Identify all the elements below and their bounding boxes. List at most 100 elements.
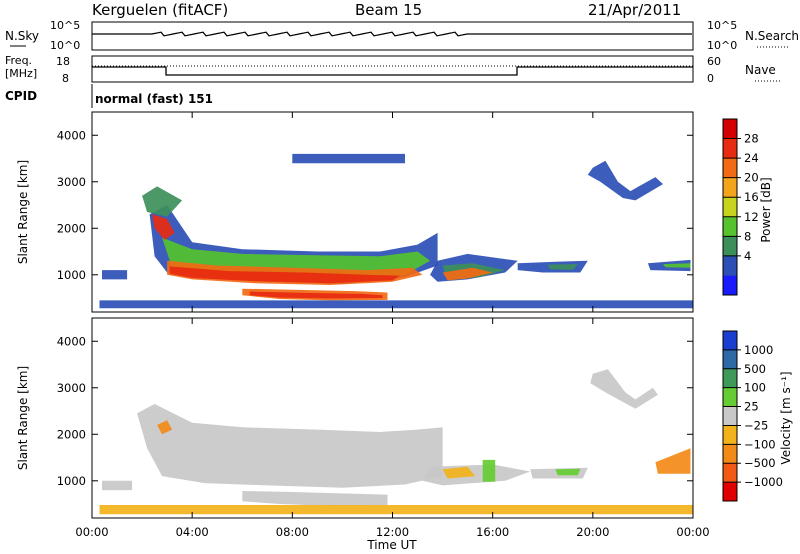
x-tick-label-5: 20:00 (576, 525, 609, 539)
velocity-colorbar-cell-8 (723, 482, 737, 502)
power-y-tick-label-0: 1000 (57, 268, 86, 282)
frequency-panel-frame (91, 55, 694, 83)
power-echo-region-15 (587, 160, 663, 201)
velocity-echo-region-7 (590, 369, 658, 409)
velocity-panel: 1000 2000 3000 4000 00:00 04:00 08:00 12:00 16:… (16, 317, 710, 552)
power-echo-region-3 (169, 266, 400, 284)
power-colorbar-tick-label-2: 20 (744, 171, 759, 185)
velocity-colorbar-cell-1 (723, 349, 737, 370)
cpid-label: CPID (5, 89, 37, 103)
velocity-echo-region-3 (482, 459, 496, 482)
freq-right-tick-high: 60 (707, 55, 721, 68)
velocity-y-tick-label-1: 2000 (57, 427, 86, 441)
power-colorbar-label: Power [dB] (759, 177, 773, 242)
x-tick-label-0: 00:00 (75, 525, 108, 539)
power-colorbar-cell-8 (723, 119, 737, 139)
power-echo-region-17 (102, 270, 128, 280)
x-tick-label-4: 16:00 (476, 525, 509, 539)
velocity-colorbar-cell-2 (723, 368, 737, 388)
power-colorbar-cell-5 (723, 177, 737, 198)
velocity-data (99, 369, 693, 515)
noise-sky-line (92, 31, 692, 37)
power-colorbar-cell-7 (723, 138, 737, 159)
velocity-echo-region-5 (555, 468, 581, 476)
power-colorbar-cell-1 (723, 255, 737, 276)
power-colorbar-cell-3 (723, 216, 737, 237)
velocity-panel-frame (91, 317, 694, 519)
freq-right-tick-low: 0 (707, 72, 714, 85)
power-colorbar-cell-2 (723, 236, 737, 257)
power-colorbar-tick-label-0: 28 (744, 132, 759, 146)
power-panel: 1000 2000 3000 4000 Slant Range [km] (16, 111, 694, 313)
x-tick-label-6: 00:00 (676, 525, 709, 539)
velocity-y-axis: 1000 2000 3000 4000 (57, 334, 693, 488)
noise-left-tick-high: 10^5 (50, 19, 80, 32)
velocity-colorbar-cell-6 (723, 444, 737, 464)
velocity-echo-region-2 (422, 464, 531, 486)
power-colorbar-cells (723, 119, 737, 296)
velocity-echo-region-1 (242, 491, 388, 506)
power-y-axis-label: Slant Range [km] (16, 160, 30, 264)
nave-label: Nave (745, 63, 776, 77)
power-colorbar-cell-4 (723, 197, 737, 218)
velocity-y-axis-label: Slant Range [km] (16, 366, 30, 470)
radar-title: Kerguelen (fitACF) (92, 1, 228, 19)
power-colorbar-ticks: 28 24 20 16 12 8 4 (723, 132, 759, 263)
power-y-tick-label-3: 4000 (57, 128, 86, 142)
power-echo-region-5 (249, 291, 383, 299)
velocity-echo-region-6 (655, 448, 691, 474)
power-y-tick-label-2: 3000 (57, 175, 86, 189)
cpid-value: normal (fast) 151 (95, 92, 213, 106)
power-echo-region-7 (152, 214, 175, 240)
power-echo-region-18 (292, 153, 405, 164)
velocity-x-axis: 00:00 04:00 08:00 12:00 16:00 20:00 00:00 (75, 318, 710, 539)
velocity-y-tick-label-3: 4000 (57, 334, 86, 348)
velocity-colorbar-tick-label-0: 1000 (744, 343, 773, 357)
power-colorbar-tick-label-1: 24 (744, 151, 759, 165)
power-y-tick-label-1: 2000 (57, 221, 86, 235)
velocity-colorbar-cell-5 (723, 425, 737, 445)
noise-panel: N.Sky 10^5 10^0 10^5 10^0 N.Search (5, 19, 799, 52)
power-colorbar: 28 24 20 16 12 8 4 Power [dB] (722, 118, 773, 296)
velocity-colorbar-cell-0 (723, 331, 737, 351)
beam-label: Beam 15 (355, 1, 422, 19)
velocity-colorbar-tick-label-7: −1000 (744, 475, 783, 489)
power-echo-region-14 (663, 263, 691, 268)
power-panel-frame (91, 111, 694, 313)
velocity-colorbar-cells (723, 331, 737, 502)
velocity-echo-region-0 (137, 404, 443, 488)
power-echo-region-6 (142, 186, 183, 217)
velocity-colorbar-cell-3 (723, 387, 737, 407)
velocity-y-tick-label-0: 1000 (57, 474, 86, 488)
velocity-colorbar-cell-4 (723, 406, 737, 426)
power-echo-region-10 (442, 267, 493, 281)
frequency-panel: Freq. [MHz] 18 8 60 0 Nave (5, 54, 780, 85)
noise-right-tick-low: 10^0 (707, 39, 737, 52)
x-tick-label-2: 08:00 (276, 525, 309, 539)
freq-left-tick-low: 8 (62, 72, 69, 85)
nsky-label: N.Sky (5, 29, 39, 43)
power-colorbar-frame (722, 118, 738, 296)
power-echo-region-12 (547, 264, 578, 270)
x-tick-label-1: 04:00 (176, 525, 209, 539)
date-label: 21/Apr/2011 (588, 1, 681, 19)
velocity-colorbar-tick-label-2: 100 (744, 381, 766, 395)
velocity-colorbar: 1000 500 100 25 −25 −100 −500 −1000 Velocity [m… (722, 330, 793, 502)
power-colorbar-cell-0 (723, 275, 737, 296)
velocity-colorbar-tick-label-1: 500 (744, 362, 766, 376)
power-data (99, 153, 693, 309)
x-tick-label-3: 12:00 (376, 525, 409, 539)
velocity-colorbar-label: Velocity [m s⁻¹] (779, 371, 793, 464)
velocity-colorbar-tick-label-6: −500 (744, 456, 776, 470)
noise-right-tick-high: 10^5 (707, 19, 737, 32)
power-colorbar-tick-label-4: 12 (744, 210, 759, 224)
velocity-echo-region-8 (102, 480, 133, 491)
velocity-colorbar-cell-7 (723, 463, 737, 483)
velocity-y-tick-label-2: 3000 (57, 381, 86, 395)
freq-label: Freq. (5, 54, 32, 67)
x-axis-label: Time UT (366, 538, 417, 552)
power-y-axis: 1000 2000 3000 4000 (57, 112, 694, 312)
freq-unit: [MHz] (5, 67, 37, 80)
power-colorbar-cell-6 (723, 158, 737, 178)
